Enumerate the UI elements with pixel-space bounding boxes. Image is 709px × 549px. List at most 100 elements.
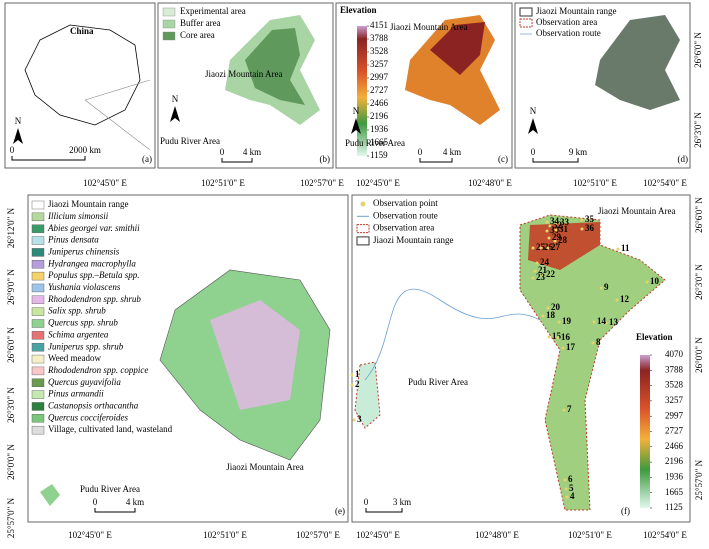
- north-arrow: [170, 106, 180, 122]
- legend-label: Village, cultivated land, wasteland: [48, 424, 173, 434]
- point-label: 22: [546, 269, 556, 279]
- point-label: 2: [355, 379, 360, 389]
- scale-label: 0: [10, 145, 15, 155]
- observation-point: [350, 383, 354, 387]
- legend-label: Jiaozi Mountain range: [373, 235, 453, 245]
- scale-bar: [365, 508, 403, 513]
- legend-swatch: [31, 307, 45, 316]
- legend-label: Schima argentea: [48, 329, 109, 339]
- legend-label: Jiaozi Mountain range: [536, 6, 616, 16]
- point-label: 35: [585, 214, 595, 224]
- scale-bar: [419, 158, 453, 163]
- ramp-label: 4070: [665, 349, 684, 359]
- scale-bar: [221, 158, 253, 163]
- legend-label: Observation route: [536, 28, 601, 38]
- observation-point: [546, 306, 550, 310]
- observation-point: [615, 298, 619, 302]
- country-label: China: [70, 26, 94, 36]
- lon-label: 102°57'0" E: [296, 530, 340, 540]
- panel-label: (c): [498, 154, 508, 164]
- place-label: Jiaozi Mountain Area: [390, 22, 467, 32]
- observation-point: [580, 218, 584, 222]
- ramp-label: 1665: [370, 137, 389, 147]
- point-label: 29: [552, 232, 562, 242]
- point-label: 34: [550, 216, 560, 226]
- scale-label: 2000 km: [69, 145, 101, 155]
- scale-label: 0: [364, 497, 369, 507]
- legend-label: Hydrangea macrophylla: [47, 258, 136, 268]
- observation-point: [553, 239, 557, 243]
- ramp-label: 3788: [370, 33, 389, 43]
- legend-label: Jiaozi Mountain range: [48, 199, 128, 209]
- point-label: 23: [536, 272, 546, 282]
- lat-label: 26°3'0" N: [693, 112, 703, 148]
- point-label: 6: [568, 474, 573, 484]
- legend-swatch: [31, 236, 45, 245]
- legend-swatch: [162, 31, 176, 41]
- legend-swatch: [31, 414, 45, 423]
- observation-point: [546, 246, 550, 250]
- point-label: 28: [558, 235, 568, 245]
- point-label: 15: [552, 331, 562, 341]
- observation-point: [548, 224, 552, 228]
- legend-swatch: [31, 354, 45, 364]
- lon-label: 102°57'0" E: [300, 178, 344, 188]
- place-label: Jiaozi Mountain Area: [205, 69, 282, 79]
- legend-label: Rhododendron spp. shrub: [47, 294, 141, 304]
- observation-point: [557, 320, 561, 324]
- north-label: N: [172, 94, 179, 104]
- lon-label: 102°51'0" E: [203, 530, 247, 540]
- panel-frames: [4, 2, 691, 523]
- point-label: 31: [559, 224, 569, 234]
- place-label: Jiaozi Mountain Area: [598, 206, 675, 216]
- lat-label: 26°3'0" N: [694, 264, 704, 300]
- scale-label: 0: [531, 147, 536, 157]
- legend-label: Juniperus chinensis: [48, 246, 120, 256]
- north-arrow: [13, 128, 23, 144]
- legend-swatch: [31, 319, 45, 328]
- legend-label: Observation route: [373, 210, 438, 220]
- observation-point: [531, 246, 535, 250]
- legend-label: Illicium simonsii: [47, 211, 109, 221]
- lon-label: 102°48'0" E: [468, 178, 512, 188]
- point-label: 13: [609, 317, 619, 327]
- legend-label: Pinus armandii: [47, 389, 104, 399]
- lon-label: 102°51'0" E: [573, 178, 617, 188]
- lon-label: 102°45'0" E: [83, 178, 127, 188]
- observation-point: [565, 495, 569, 499]
- point-label: 8: [596, 337, 601, 347]
- legend-swatch: [31, 295, 45, 304]
- scale-label: 0: [418, 147, 423, 157]
- legend-label: Castanopsis orthacantha: [48, 401, 139, 411]
- legend-label: Observation area: [536, 17, 597, 27]
- observation-point: [580, 227, 584, 231]
- place-label: Pudu River Area: [160, 136, 220, 146]
- legend-swatch: [31, 200, 45, 210]
- point-label: 27: [551, 242, 561, 252]
- ramp-label: 4151: [370, 20, 388, 30]
- point-label: 32: [553, 220, 563, 230]
- legend-swatch: [31, 402, 45, 411]
- panel-label: (f): [621, 506, 630, 516]
- lon-label: 102°45'0" E: [356, 178, 400, 188]
- elevation-ramp: [357, 26, 367, 156]
- point-label: 3: [357, 414, 362, 424]
- legend-label: Juniperus spp. shrub: [48, 341, 124, 351]
- lon-label: 102°45'0" E: [356, 530, 400, 540]
- legend-label: Buffer area: [180, 18, 221, 28]
- legend-swatch: [31, 378, 45, 387]
- place-label: Jiaozi Mountain Area: [226, 462, 303, 472]
- scale-bar: [11, 156, 86, 161]
- ramp-label: 3788: [665, 364, 684, 374]
- ramp-label: 1936: [665, 471, 684, 481]
- legend-label: Quercus spp. shrub: [48, 318, 118, 328]
- observation-point: [533, 269, 537, 273]
- lat-label: 25°57'0" N: [6, 497, 16, 538]
- lat-label: 26°12'0" N: [6, 207, 16, 248]
- point-label: 11: [621, 243, 630, 253]
- ramp-label: 3528: [370, 46, 389, 56]
- point-label: 17: [566, 342, 576, 352]
- legend-swatch: [31, 390, 45, 399]
- lat-label: 26°3'0" N: [6, 387, 16, 423]
